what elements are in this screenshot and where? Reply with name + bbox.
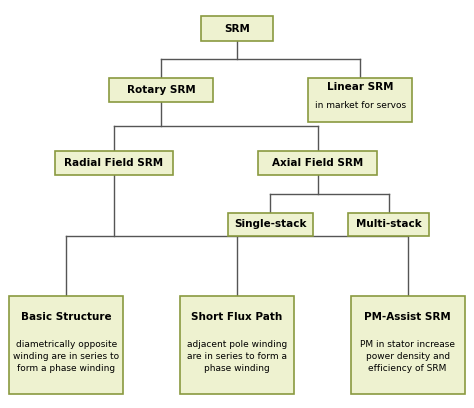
- FancyBboxPatch shape: [348, 213, 429, 236]
- FancyBboxPatch shape: [180, 296, 294, 394]
- Text: diametrically opposite
winding are in series to
form a phase winding: diametrically opposite winding are in se…: [13, 340, 119, 373]
- FancyBboxPatch shape: [201, 16, 273, 41]
- Text: Linear SRM: Linear SRM: [327, 82, 393, 92]
- Text: Short Flux Path: Short Flux Path: [191, 313, 283, 322]
- FancyBboxPatch shape: [55, 151, 173, 175]
- FancyBboxPatch shape: [9, 296, 123, 394]
- Text: PM-Assist SRM: PM-Assist SRM: [364, 313, 451, 322]
- Text: Radial Field SRM: Radial Field SRM: [64, 158, 164, 168]
- Text: in market for servos: in market for servos: [315, 101, 406, 110]
- Text: Basic Structure: Basic Structure: [21, 313, 112, 322]
- FancyBboxPatch shape: [351, 296, 465, 394]
- Text: Rotary SRM: Rotary SRM: [127, 85, 196, 95]
- Text: Axial Field SRM: Axial Field SRM: [272, 158, 363, 168]
- Text: PM in stator increase
power density and
efficiency of SRM: PM in stator increase power density and …: [360, 340, 455, 373]
- Text: adjacent pole winding
are in series to form a
phase winding: adjacent pole winding are in series to f…: [187, 340, 287, 373]
- FancyBboxPatch shape: [258, 151, 377, 175]
- Text: Multi-stack: Multi-stack: [356, 220, 421, 229]
- Text: SRM: SRM: [224, 24, 250, 33]
- FancyBboxPatch shape: [109, 78, 213, 102]
- Text: Single-stack: Single-stack: [234, 220, 306, 229]
- FancyBboxPatch shape: [228, 213, 313, 236]
- FancyBboxPatch shape: [308, 78, 412, 122]
